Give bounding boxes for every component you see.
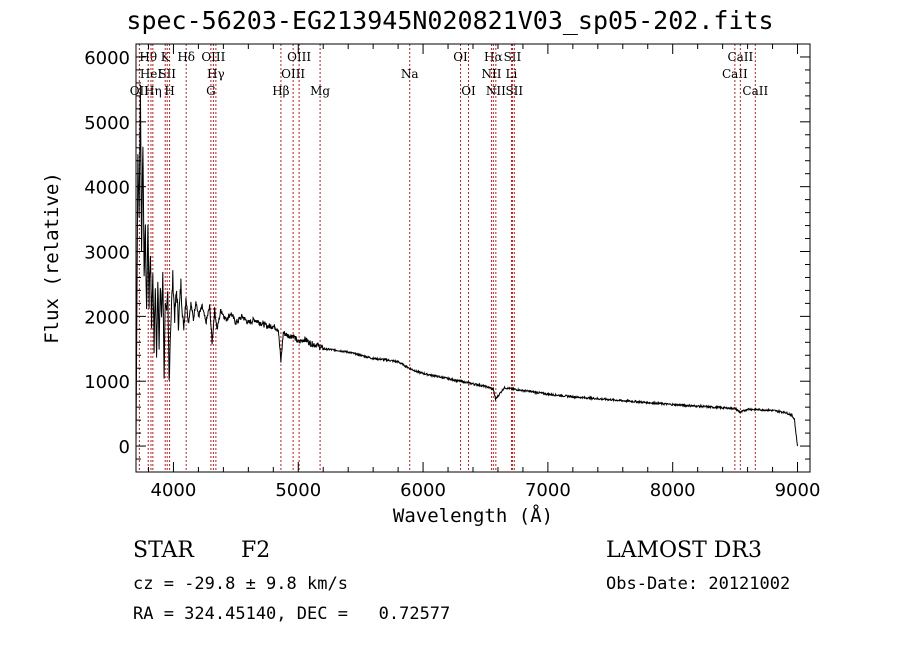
line-label: Na — [401, 67, 419, 81]
line-label: G — [206, 84, 216, 98]
line-label: NII — [481, 67, 501, 81]
line-label: CaII — [727, 50, 753, 64]
line-label: NII — [486, 84, 506, 98]
line-label: HeI — [140, 67, 163, 81]
y-tick-label: 3000 — [84, 243, 130, 264]
x-tick-label: 9000 — [775, 480, 821, 501]
line-label: OII — [130, 84, 150, 98]
x-tick-label: 8000 — [650, 480, 696, 501]
y-tick-label: 2000 — [84, 307, 130, 328]
obs-date-label: Obs-Date: 20121002 — [606, 574, 791, 594]
line-label: OIII — [201, 50, 225, 64]
survey-label: LAMOST DR3 — [606, 538, 762, 563]
line-label: SII — [158, 67, 176, 81]
line-label: Hγ — [207, 67, 225, 81]
x-tick-label: 7000 — [525, 480, 571, 501]
line-label: OIII — [287, 50, 311, 64]
line-label: K — [161, 50, 171, 64]
y-tick-label: 1000 — [84, 372, 130, 393]
chart-title: spec-56203-EG213945N020821V03_sp05-202.f… — [126, 6, 774, 35]
y-tick-label: 4000 — [84, 178, 130, 199]
coordinates-label: RA = 324.45140, DEC = 0.72577 — [133, 604, 451, 624]
y-tick-label: 6000 — [84, 48, 130, 69]
line-label: SII — [505, 84, 523, 98]
line-label: Mg — [310, 84, 330, 98]
object-class: STAR — [133, 538, 194, 563]
object-subclass: F2 — [241, 538, 271, 563]
line-label: OIII — [281, 67, 305, 81]
spectrum-line — [135, 84, 798, 447]
x-tick-label: 5000 — [275, 480, 321, 501]
y-tick-label: 0 — [119, 437, 130, 458]
x-tick-label: 4000 — [151, 480, 197, 501]
y-axis-label: Flux (relative) — [41, 172, 63, 344]
redshift-label: cz = -29.8 ± 9.8 km/s — [133, 574, 348, 594]
line-label: CaII — [722, 67, 748, 81]
line-label: Hβ — [272, 84, 289, 98]
line-label: Hη — [144, 84, 162, 98]
x-axis-label: Wavelength (Å) — [393, 504, 553, 527]
line-label: Hδ — [177, 50, 195, 64]
y-tick-label: 5000 — [84, 113, 130, 134]
line-label: SII — [504, 50, 522, 64]
line-label: H — [164, 84, 174, 98]
line-label: OI — [453, 50, 468, 64]
line-label: Li — [506, 67, 518, 81]
line-label: CaII — [742, 84, 768, 98]
line-label: Hα — [484, 50, 503, 64]
line-label: OI — [461, 84, 476, 98]
x-tick-label: 6000 — [400, 480, 446, 501]
